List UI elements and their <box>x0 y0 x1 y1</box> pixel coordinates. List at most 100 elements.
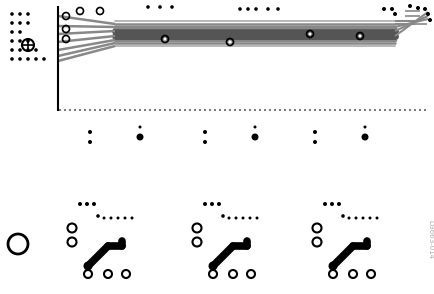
Circle shape <box>415 6 419 10</box>
Circle shape <box>34 57 38 61</box>
Circle shape <box>146 5 149 9</box>
Circle shape <box>96 214 99 218</box>
Circle shape <box>283 109 285 111</box>
Circle shape <box>42 57 46 61</box>
Circle shape <box>407 4 411 8</box>
Circle shape <box>74 109 76 111</box>
Circle shape <box>336 202 340 206</box>
Circle shape <box>88 130 92 134</box>
Circle shape <box>116 216 119 220</box>
Circle shape <box>136 133 143 141</box>
Circle shape <box>210 202 214 206</box>
Circle shape <box>312 140 316 144</box>
Circle shape <box>238 109 240 111</box>
Circle shape <box>154 109 156 111</box>
Circle shape <box>10 39 14 43</box>
Circle shape <box>340 214 344 218</box>
Circle shape <box>298 109 300 111</box>
Circle shape <box>276 7 279 11</box>
Circle shape <box>361 216 364 220</box>
Circle shape <box>392 12 396 16</box>
Circle shape <box>353 109 355 111</box>
Circle shape <box>233 109 236 111</box>
Circle shape <box>149 109 151 111</box>
Circle shape <box>422 7 426 11</box>
Circle shape <box>64 109 66 111</box>
Circle shape <box>123 216 126 220</box>
Circle shape <box>268 109 270 111</box>
Circle shape <box>119 109 121 111</box>
Circle shape <box>241 216 244 220</box>
Circle shape <box>333 109 335 111</box>
Circle shape <box>178 109 181 111</box>
Circle shape <box>34 48 38 52</box>
Circle shape <box>26 12 30 16</box>
Circle shape <box>214 109 216 111</box>
Circle shape <box>114 109 116 111</box>
Circle shape <box>159 109 161 111</box>
Circle shape <box>85 202 89 206</box>
Circle shape <box>408 109 410 111</box>
Circle shape <box>383 109 385 111</box>
Circle shape <box>18 21 22 25</box>
Circle shape <box>221 214 224 218</box>
Circle shape <box>248 109 250 111</box>
Circle shape <box>92 202 96 206</box>
Circle shape <box>251 133 258 141</box>
Circle shape <box>26 48 30 52</box>
Circle shape <box>293 109 295 111</box>
Circle shape <box>368 109 370 111</box>
Circle shape <box>170 5 174 9</box>
Circle shape <box>363 109 365 111</box>
Circle shape <box>10 12 14 16</box>
Circle shape <box>83 261 92 270</box>
Circle shape <box>361 133 368 141</box>
Circle shape <box>228 109 230 111</box>
Circle shape <box>18 39 22 43</box>
Circle shape <box>398 109 400 111</box>
Circle shape <box>188 109 191 111</box>
Circle shape <box>139 109 141 111</box>
Circle shape <box>203 202 207 206</box>
Circle shape <box>138 126 141 128</box>
Circle shape <box>418 109 420 111</box>
Circle shape <box>253 109 256 111</box>
Circle shape <box>224 109 226 111</box>
Circle shape <box>328 109 330 111</box>
Circle shape <box>88 140 92 144</box>
Circle shape <box>375 216 378 220</box>
Circle shape <box>368 216 371 220</box>
Circle shape <box>253 126 256 128</box>
Circle shape <box>26 57 30 61</box>
Circle shape <box>427 18 431 22</box>
Circle shape <box>288 109 290 111</box>
Circle shape <box>163 38 166 41</box>
Circle shape <box>158 5 161 9</box>
Circle shape <box>312 130 316 134</box>
Circle shape <box>413 109 415 111</box>
Circle shape <box>423 109 425 111</box>
Circle shape <box>10 57 14 61</box>
Circle shape <box>313 109 315 111</box>
Circle shape <box>246 7 249 11</box>
Circle shape <box>26 21 30 25</box>
Circle shape <box>228 41 231 44</box>
Bar <box>5 6 426 111</box>
Circle shape <box>184 109 186 111</box>
Circle shape <box>94 109 96 111</box>
Circle shape <box>203 130 207 134</box>
Circle shape <box>381 7 385 11</box>
Circle shape <box>89 109 91 111</box>
Circle shape <box>124 109 126 111</box>
Circle shape <box>253 7 257 11</box>
Circle shape <box>10 48 14 52</box>
Circle shape <box>238 7 241 11</box>
Circle shape <box>134 109 136 111</box>
Circle shape <box>78 202 82 206</box>
Circle shape <box>358 34 361 38</box>
Circle shape <box>18 30 22 34</box>
Circle shape <box>348 109 350 111</box>
Circle shape <box>204 109 206 111</box>
Circle shape <box>273 109 275 111</box>
Circle shape <box>194 109 196 111</box>
